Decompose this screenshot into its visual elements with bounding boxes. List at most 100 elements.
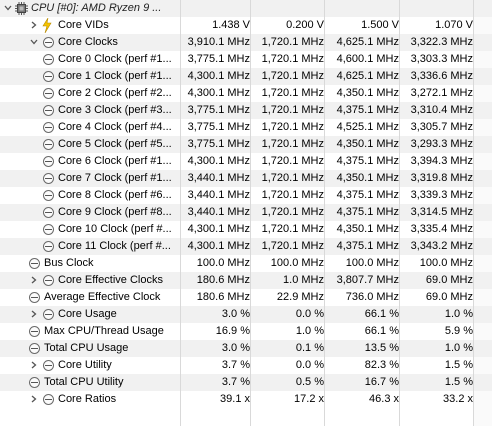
minimum-value: 1,720.1 MHz [250,68,324,85]
current-value: 3,775.1 MHz [180,119,250,136]
current-value: 3,775.1 MHz [180,102,250,119]
current-value: 3,910.1 MHz [180,34,250,51]
current-value: 3,775.1 MHz [180,136,250,153]
minimum-value: 100.0 MHz [250,255,324,272]
minimum-value: 22.9 MHz [250,289,324,306]
maximum-value: 4,525.1 MHz [324,119,399,136]
sensor-label: Core Utility [58,357,178,374]
maximum-value: 4,375.1 MHz [324,238,399,255]
sensor-row[interactable]: Bus Clock 100.0 MHz 100.0 MHz 100.0 MHz 100.… [0,255,492,272]
sensor-gauge-icon [43,122,54,133]
average-value: 1.0 % [399,340,473,357]
current-value: 100.0 MHz [180,255,250,272]
column-divider [399,0,400,426]
maximum-value: 4,625.1 MHz [324,34,399,51]
minimum-value: 1,720.1 MHz [250,187,324,204]
sensor-gauge-icon [43,241,54,252]
sensor-row[interactable]: Core 6 Clock (perf #1... 4,300.1 MHz 1,720… [0,153,492,170]
current-value: 3.7 % [180,357,250,374]
sensor-row[interactable]: Core 0 Clock (perf #1... 3,775.1 MHz 1,720… [0,51,492,68]
sensor-label: Core Usage [58,306,178,323]
minimum-value: 0.0 % [250,357,324,374]
collapse-toggle-icon[interactable] [28,34,40,51]
minimum-value: 1,720.1 MHz [250,153,324,170]
group-header-row[interactable]: CPU [#0]: AMD Ryzen 9 ... [0,0,492,17]
expand-toggle-icon[interactable] [28,391,40,408]
average-value: 3,339.3 MHz [399,187,473,204]
sensor-row[interactable]: Core 7 Clock (perf #1... 3,440.1 MHz 1,720… [0,170,492,187]
sensor-row[interactable]: Core Clocks 3,910.1 MHz 1,720.1 MHz 4,625.1… [0,34,492,51]
sensor-gauge-icon [43,360,54,371]
sensor-label: Core 5 Clock (perf #5... [58,136,178,153]
sensor-row[interactable]: Max CPU/Thread Usage 16.9 % 1.0 % 66.1 % 5.9… [0,323,492,340]
sensor-row[interactable]: Core Utility 3.7 % 0.0 % 82.3 % 1.5 % [0,357,492,374]
sensor-label: Total CPU Usage [44,340,178,357]
minimum-value: 1,720.1 MHz [250,136,324,153]
sensor-row[interactable]: Core 10 Clock (perf #... 4,300.1 MHz 1,720… [0,221,492,238]
average-value: 3,310.4 MHz [399,102,473,119]
average-value: 3,303.3 MHz [399,51,473,68]
expand-toggle-icon[interactable] [2,0,14,17]
minimum-value: 1,720.1 MHz [250,238,324,255]
current-value: 3,440.1 MHz [180,170,250,187]
sensor-row[interactable]: Core 5 Clock (perf #5... 3,775.1 MHz 1,720… [0,136,492,153]
average-value: 1.5 % [399,374,473,391]
maximum-value: 3,807.7 MHz [324,272,399,289]
minimum-value: 1,720.1 MHz [250,170,324,187]
minimum-value: 1,720.1 MHz [250,119,324,136]
sensor-row[interactable]: Core 1 Clock (perf #1... 4,300.1 MHz 1,720… [0,68,492,85]
maximum-value: 4,350.1 MHz [324,221,399,238]
sensor-row[interactable]: Average Effective Clock 180.6 MHz 22.9 MHz… [0,289,492,306]
expand-toggle-icon[interactable] [28,357,40,374]
current-value: 180.6 MHz [180,272,250,289]
sensor-row[interactable]: Core Ratios 39.1 x 17.2 x 46.3 x 33.2 x [0,391,492,408]
average-value: 3,335.4 MHz [399,221,473,238]
sensor-row[interactable]: Core 9 Clock (perf #8... 3,440.1 MHz 1,720… [0,204,492,221]
average-value: 3,394.3 MHz [399,153,473,170]
sensor-row[interactable]: Core 3 Clock (perf #3... 3,775.1 MHz 1,720… [0,102,492,119]
sensor-label: Core 1 Clock (perf #1... [58,68,178,85]
sensor-row[interactable]: Core 11 Clock (perf #... 4,300.1 MHz 1,720… [0,238,492,255]
expand-toggle-icon[interactable] [28,306,40,323]
sensor-gauge-icon [43,54,54,65]
sensor-gauge-icon [29,326,40,337]
sensor-label: Bus Clock [44,255,178,272]
current-value: 3,440.1 MHz [180,204,250,221]
minimum-value: 0.0 % [250,306,324,323]
average-value: 1.0 % [399,306,473,323]
sensor-label: Core 10 Clock (perf #... [58,221,178,238]
sensor-label: Core 11 Clock (perf #... [58,238,178,255]
average-value: 3,314.5 MHz [399,204,473,221]
sensor-gauge-icon [43,105,54,116]
sensor-gauge-icon [29,258,40,269]
maximum-value: 66.1 % [324,306,399,323]
maximum-value: 4,375.1 MHz [324,153,399,170]
sensor-row[interactable]: Total CPU Utility 3.7 % 0.5 % 16.7 % 1.5 % [0,374,492,391]
maximum-value: 100.0 MHz [324,255,399,272]
sensor-gauge-icon [29,377,40,388]
sensor-label: Core 8 Clock (perf #6... [58,187,178,204]
sensor-gauge-icon [43,37,54,48]
sensor-row[interactable]: Core 2 Clock (perf #2... 4,300.1 MHz 1,720… [0,85,492,102]
current-value: 3,775.1 MHz [180,51,250,68]
minimum-value: 1,720.1 MHz [250,204,324,221]
sensor-row[interactable]: Total CPU Usage 3.0 % 0.1 % 13.5 % 1.0 % [0,340,492,357]
maximum-value: 66.1 % [324,323,399,340]
sensor-label: Total CPU Utility [44,374,178,391]
sensor-label: Core 0 Clock (perf #1... [58,51,178,68]
sensor-gauge-icon [43,156,54,167]
expand-toggle-icon[interactable] [28,272,40,289]
sensor-row[interactable]: Core Usage 3.0 % 0.0 % 66.1 % 1.0 % [0,306,492,323]
sensor-row[interactable]: Core 4 Clock (perf #4... 3,775.1 MHz 1,720… [0,119,492,136]
current-value: 4,300.1 MHz [180,221,250,238]
average-value: 69.0 MHz [399,272,473,289]
sensor-label: Core Ratios [58,391,178,408]
sensor-row[interactable]: Core VIDs 1.438 V 0.200 V 1.500 V 1.070 V [0,17,492,34]
maximum-value: 4,350.1 MHz [324,170,399,187]
expand-toggle-icon[interactable] [28,17,40,34]
sensor-row[interactable]: Core 8 Clock (perf #6... 3,440.1 MHz 1,720… [0,187,492,204]
sensor-gauge-icon [43,88,54,99]
sensor-row[interactable]: Core Effective Clocks 180.6 MHz 1.0 MHz 3,8… [0,272,492,289]
average-value: 100.0 MHz [399,255,473,272]
average-value: 1.5 % [399,357,473,374]
